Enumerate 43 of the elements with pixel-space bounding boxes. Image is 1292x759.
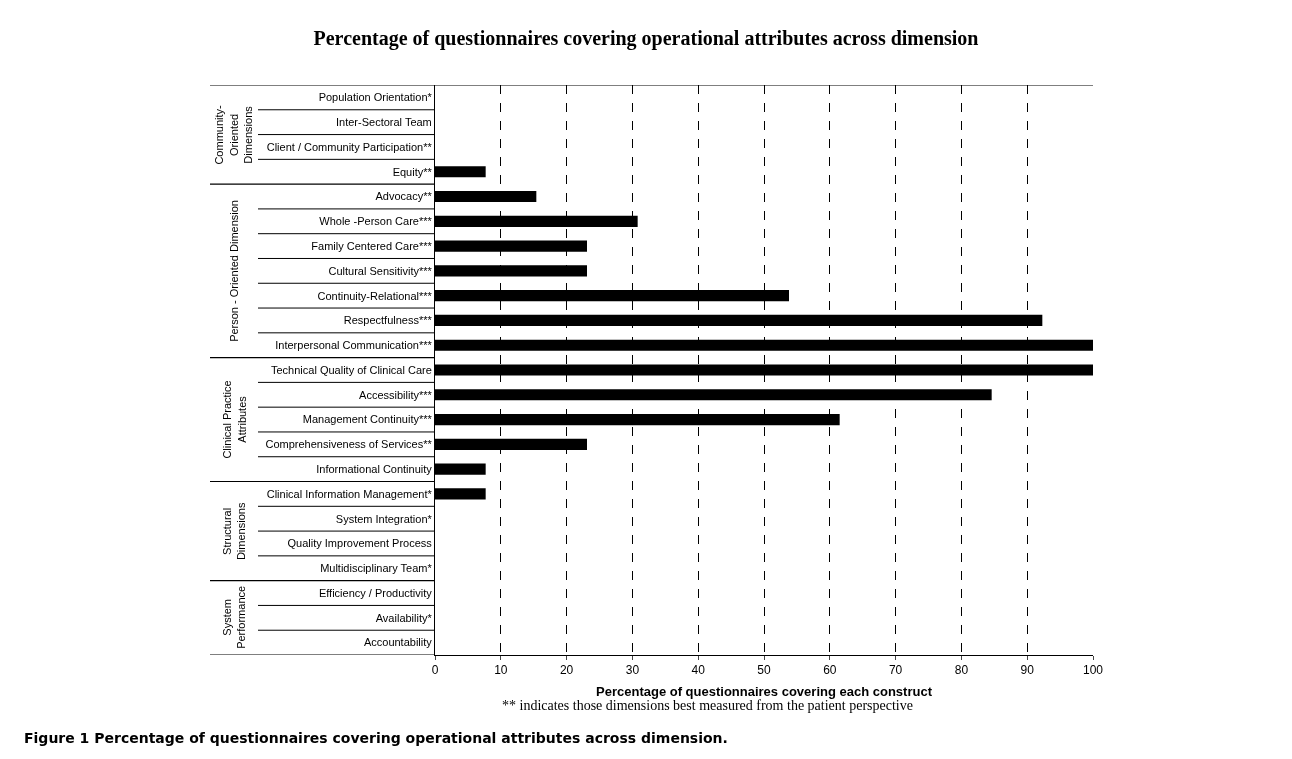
text: Structural Dimensions — [220, 502, 248, 561]
y-tick-label: Accountability — [363, 636, 433, 649]
y-tick-label: Informational Continuity — [316, 462, 433, 475]
y-tick-label: Equity** — [392, 165, 433, 178]
x-tick-label: 0 — [431, 663, 439, 678]
text: ** indicates those dimensions best measured from the patient perspective — [502, 698, 913, 713]
y-tick-label: Whole -Person Care*** — [319, 215, 433, 228]
chart-title: Percentage of questionnaires covering operational attributes across dimension — [313, 27, 979, 50]
x-tick-label: 20 — [559, 663, 574, 678]
y-tick-label: Availability* — [375, 611, 433, 624]
text: Community- Oriented Dimensions — [213, 104, 255, 165]
x-tick-label: 40 — [691, 663, 706, 678]
text: Clinical Practice Attributes — [221, 380, 248, 459]
text: System Performance — [221, 585, 248, 649]
text: Person - Oriented Dimension — [228, 200, 241, 342]
y-tick-label: Clinical Information Management* — [266, 487, 433, 500]
x-tick-label: 80 — [954, 663, 969, 678]
y-tick-label: Respectfulness*** — [343, 314, 433, 327]
y-tick-label: System Integration* — [335, 512, 433, 525]
y-tick-label: Cultural Sensitivity*** — [328, 264, 433, 277]
x-tick-label: 10 — [494, 663, 508, 678]
x-axis-title: Percentage of questionnaires covering each construct — [596, 684, 933, 699]
y-tick-label: Inter-Sectoral Team — [336, 116, 432, 129]
x-tick-label: 90 — [1020, 663, 1035, 678]
y-tick-label: Family Centered Care*** — [311, 239, 433, 252]
x-tick-label: 50 — [757, 663, 771, 678]
x-tick-label: 30 — [625, 663, 640, 678]
y-tick-label: Management Continuity*** — [302, 413, 433, 426]
caption: Figure 1 Percentage of questionnaires covering operational attributes across dimension. — [24, 730, 728, 746]
x-tick-label: 60 — [823, 663, 837, 678]
x-tick-label: 100 — [1082, 663, 1104, 678]
y-tick-label: Advocacy** — [375, 190, 433, 203]
x-tick-label: 70 — [888, 663, 903, 678]
y-tick-label: Continuity-Relational*** — [317, 289, 433, 302]
y-tick-label: Comprehensiveness of Services** — [265, 438, 433, 451]
y-tick-label: Interpersonal Communication*** — [275, 339, 433, 352]
y-tick-label: Technical Quality of Clinical Care — [271, 363, 432, 376]
y-tick-label: Population Orientation* — [318, 91, 433, 104]
y-tick-label: Multidisciplinary Team* — [320, 562, 433, 575]
y-tick-label: Client / Community Participation** — [266, 140, 433, 153]
y-tick-label: Quality Improvement Process — [287, 537, 433, 550]
y-tick-label: Accessibility*** — [359, 388, 433, 401]
y-tick-label: Efficiency / Productivity — [318, 586, 433, 599]
